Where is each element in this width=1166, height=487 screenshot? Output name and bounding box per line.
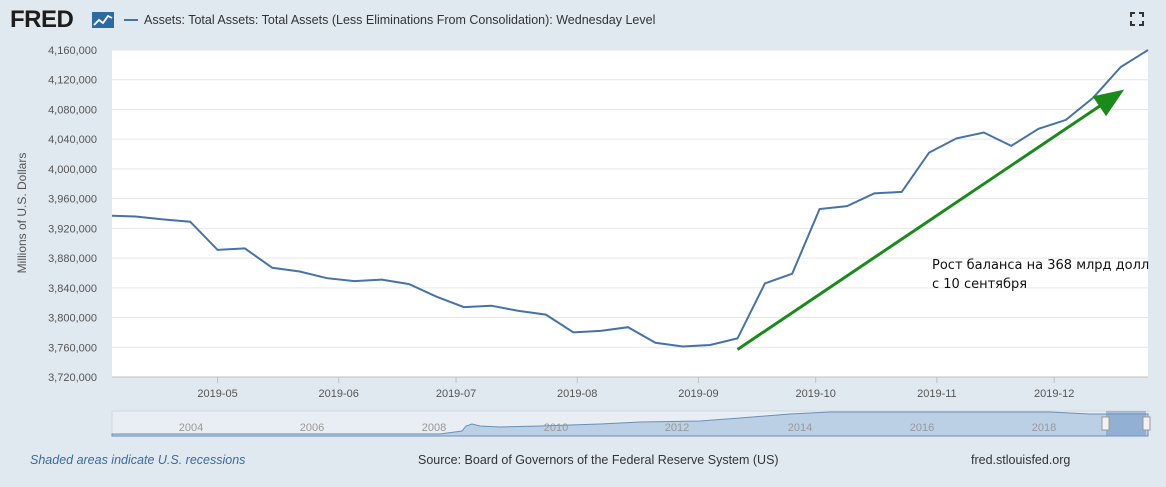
y-tick-label: 3,760,000	[48, 342, 97, 354]
y-tick-label: 3,800,000	[48, 313, 97, 325]
chart: 3,720,000 3,760,000 3,800,000 3,840,000 3,88…	[15, 45, 1151, 437]
y-tick-label: 3,840,000	[48, 283, 97, 295]
navigator-year-label: 2014	[788, 422, 812, 434]
navigator-year-labels: 2004 2006 2008 2010 2012 2014 2016 2018	[179, 422, 1056, 434]
y-tick-label: 3,920,000	[48, 223, 97, 235]
y-tick-label: 4,080,000	[48, 104, 97, 116]
y-tick-label: 4,160,000	[48, 45, 97, 57]
series-line	[111, 49, 1149, 348]
y-tick-label: 3,720,000	[48, 372, 97, 384]
navigator-handle-left[interactable]	[1101, 416, 1110, 431]
navigator-year-label: 2016	[910, 422, 934, 434]
navigator-year-label: 2008	[422, 422, 446, 434]
legend-swatch	[124, 19, 138, 21]
x-tick-label: 2019-06	[319, 388, 359, 400]
y-tick-label: 3,880,000	[48, 253, 97, 265]
navigator-year-label: 2006	[300, 422, 324, 434]
y-axis-ticks: 3,720,000 3,760,000 3,800,000 3,840,000 3,88…	[48, 45, 97, 384]
navigator-selected-range[interactable]	[1106, 411, 1146, 436]
range-navigator[interactable]: 2004 2006 2008 2010 2012 2014 2016 2018	[111, 410, 1151, 437]
navigator-handle-right[interactable]	[1142, 416, 1151, 431]
series-legend: Assets: Total Assets: Total Assets (Less…	[124, 13, 655, 27]
x-tick-label: 2019-09	[678, 388, 718, 400]
x-tick-label: 2019-11	[917, 388, 957, 400]
fred-logo[interactable]: FRED	[10, 6, 74, 33]
annotation: Рост баланса на 368 млрд долл с 10 сентя…	[736, 89, 1149, 351]
fred-logo-graph-icon	[92, 12, 114, 28]
y-tick-label: 4,000,000	[48, 164, 97, 176]
y-axis-label: Millions of U.S. Dollars	[15, 153, 29, 274]
navigator-year-label: 2010	[544, 422, 568, 434]
x-tick-label: 2019-12	[1034, 388, 1074, 400]
source-note: Source: Board of Governors of the Federa…	[418, 453, 779, 467]
x-axis-ticks: 2019-05 2019-06 2019-07 2019-08 2019-09 2019-…	[112, 376, 1148, 400]
x-tick-label: 2019-10	[796, 388, 836, 400]
grid	[112, 49, 1148, 378]
growth-arrow	[736, 89, 1125, 351]
y-tick-label: 4,120,000	[48, 75, 97, 87]
y-tick-label: 4,040,000	[48, 134, 97, 146]
x-tick-label: 2019-08	[557, 388, 597, 400]
site-link[interactable]: fred.stlouisfed.org	[971, 453, 1071, 467]
fullscreen-icon[interactable]	[1130, 12, 1144, 26]
header: FRED Assets: Total Assets: Total Assets …	[0, 0, 1166, 40]
annotation-line-2: с 10 сентября	[932, 277, 1027, 292]
plot-area	[112, 50, 1148, 377]
navigator-year-label: 2004	[179, 422, 203, 434]
navigator-year-label: 2012	[665, 422, 689, 434]
navigator-year-label: 2018	[1032, 422, 1056, 434]
x-tick-label: 2019-05	[197, 388, 237, 400]
annotation-line-1: Рост баланса на 368 млрд долл	[932, 258, 1149, 273]
series-title: Assets: Total Assets: Total Assets (Less…	[144, 13, 656, 27]
y-tick-label: 3,960,000	[48, 194, 97, 206]
recessions-note[interactable]: Shaded areas indicate U.S. recessions	[30, 453, 246, 467]
x-tick-label: 2019-07	[436, 388, 476, 400]
